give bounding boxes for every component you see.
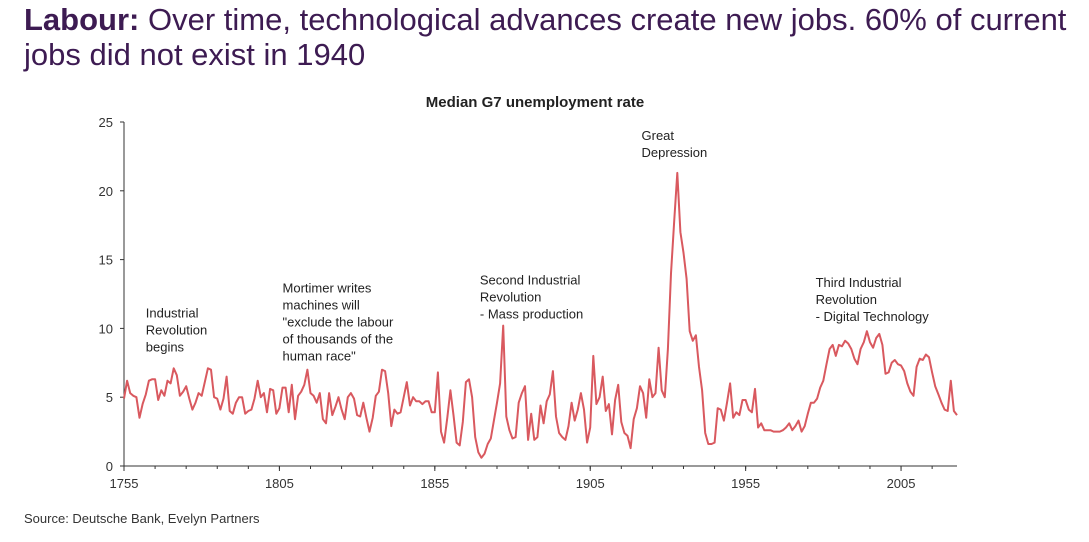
chart-title: Median G7 unemployment rate bbox=[426, 94, 644, 111]
chart-series bbox=[123, 171, 958, 459]
y-tick-label: 15 bbox=[99, 253, 113, 268]
headline-text: Over time, technological advances create… bbox=[24, 2, 1067, 72]
y-tick-label: 25 bbox=[99, 115, 113, 130]
chart-annotations: Industrial Revolution begins Mortimer write… bbox=[146, 128, 930, 364]
chart-annotation: Great Depression bbox=[642, 128, 708, 160]
y-tick-label: 5 bbox=[106, 390, 113, 405]
series-line bbox=[123, 171, 958, 459]
chart-annotation: Third Industrial Revolution - Digital Tech… bbox=[816, 275, 930, 324]
x-tick-label: 1855 bbox=[420, 476, 449, 491]
x-tick-label: 2005 bbox=[887, 476, 916, 491]
chart-annotation: Mortimer writes machines will "exclude the… bbox=[283, 281, 395, 364]
chart-annotation: Industrial Revolution begins bbox=[146, 305, 207, 354]
x-tick-label: 1755 bbox=[110, 476, 139, 491]
y-tick-label: 20 bbox=[99, 184, 113, 199]
headline: Labour: Over time, technological advance… bbox=[24, 2, 1074, 72]
chart-axes: 0 5 10 15 20 25 1755 1805 1855 1905 1955 2005 bbox=[99, 115, 957, 491]
y-tick-label: 10 bbox=[99, 321, 113, 336]
y-tick-label: 0 bbox=[106, 459, 113, 474]
x-tick-label: 1805 bbox=[265, 476, 294, 491]
source-note: Source: Deutsche Bank, Evelyn Partners bbox=[24, 511, 260, 526]
x-tick-label: 1905 bbox=[576, 476, 605, 491]
chart-annotation: Second Industrial Revolution - Mass produc… bbox=[480, 272, 583, 321]
x-tick-label: 1955 bbox=[731, 476, 760, 491]
headline-prefix: Labour: bbox=[24, 2, 140, 37]
